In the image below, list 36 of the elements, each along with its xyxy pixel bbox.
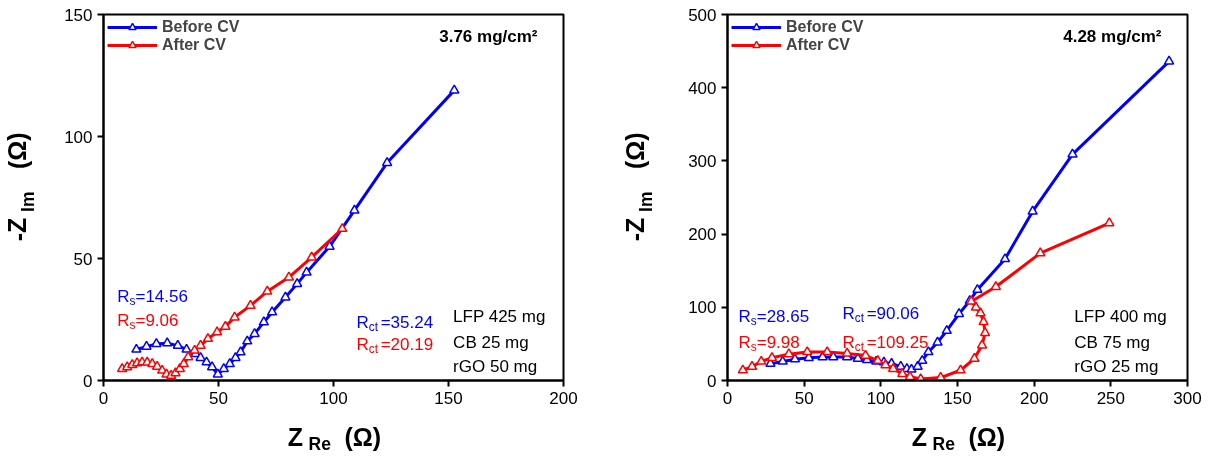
y-tick-label: 150	[64, 5, 93, 25]
x-tick-label: 0	[98, 388, 109, 408]
annotation: CB 25 mg	[453, 332, 529, 352]
y-tick-label: 500	[688, 5, 717, 25]
x-tick-label: 50	[209, 388, 228, 408]
x-tick-label: 100	[319, 388, 348, 408]
y-tick-label: 100	[688, 298, 717, 318]
x-tick-label: 0	[722, 388, 733, 408]
x-tick-label: 150	[434, 388, 463, 408]
x-tick-label: 250	[1096, 388, 1126, 408]
text: -ZIm (Ω)	[3, 132, 38, 242]
annotation: 4.28 mg/cm²	[1063, 26, 1162, 46]
y-tick-label: 100	[64, 127, 93, 147]
y-tick-label: 0	[707, 371, 717, 391]
y-tick-label: 200	[688, 225, 717, 245]
legend-label: Before CV	[162, 18, 240, 36]
annotation: rGO 50 mg	[453, 357, 538, 377]
legend-label: After CV	[786, 36, 851, 54]
x-tick-label: 300	[1173, 388, 1202, 408]
y-tick-label: 300	[688, 151, 717, 171]
x-tick-label: 100	[866, 388, 896, 408]
x-tick-label: 50	[794, 388, 814, 408]
annotation: rGO 25 mg	[1074, 357, 1159, 377]
x-tick-label: 200	[549, 388, 578, 408]
annotation: 3.76 mg/cm²	[439, 26, 538, 46]
legend-label: Before CV	[786, 18, 864, 36]
y-tick-label: 50	[73, 249, 93, 269]
x-tick-label: 150	[943, 388, 972, 408]
y-tick-label: 400	[688, 78, 717, 98]
annotation: CB 75 mg	[1074, 332, 1150, 352]
x-tick-label: 200	[1019, 388, 1049, 408]
annotation: LFP 400 mg	[1074, 306, 1167, 326]
legend-label: After CV	[162, 36, 227, 54]
text: -ZIm (Ω)	[621, 132, 656, 242]
y-tick-label: 0	[83, 371, 93, 391]
annotation: LFP 425 mg	[453, 306, 546, 326]
